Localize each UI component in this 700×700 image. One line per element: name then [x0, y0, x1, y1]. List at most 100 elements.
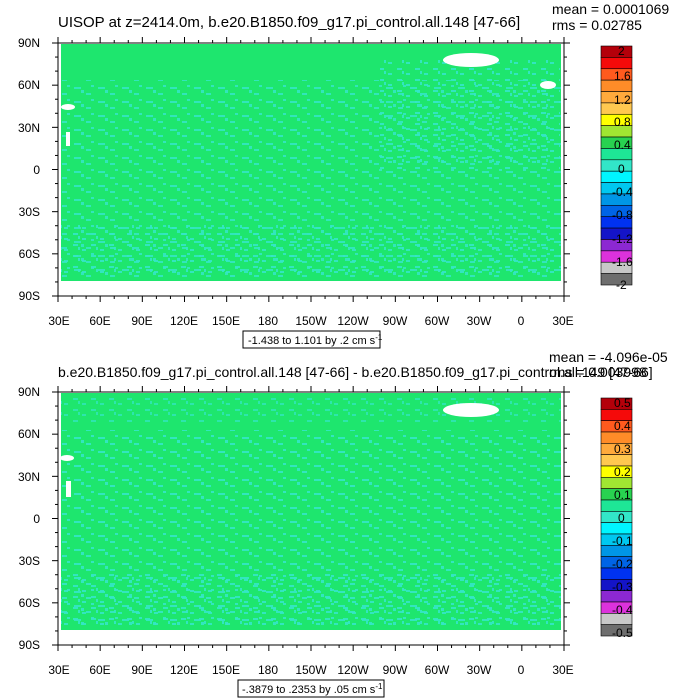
x-tick-label: 0 — [518, 314, 525, 328]
panel-2-title: b.e20.B1850.f09_g17.pi_control.all.148 [… — [58, 364, 653, 380]
panel-1-mean: mean = 0.0001069 — [552, 1, 669, 17]
x-tick-label: 120W — [337, 663, 369, 677]
colorbar-swatch — [600, 477, 633, 489]
x-tick-label: 150W — [295, 314, 327, 328]
x-tick-label: 30W — [467, 314, 492, 328]
panel-1-nodata-arctic — [443, 53, 499, 67]
x-tick-label: 120E — [170, 314, 198, 328]
x-tick-label: 30E — [48, 663, 69, 677]
panel-2-x-tick-marks — [57, 386, 565, 651]
y-tick-label: 90S — [19, 638, 40, 652]
panel-2: mean = -4.096e-05 b.e20.B1850.f09_g17.pi… — [18, 349, 668, 698]
x-tick-label: 180 — [258, 314, 278, 328]
x-tick-label: 150E — [212, 314, 240, 328]
panel-1-map — [52, 37, 570, 302]
y-tick-label: 60N — [18, 427, 40, 441]
colorbar-label: -1.6 — [612, 255, 633, 269]
panel-2-rms: rms = 0.003998 — [549, 364, 647, 380]
panel-1-nodata-south — [59, 281, 563, 295]
colorbar-swatch — [600, 170, 633, 183]
x-tick-label: 180 — [258, 663, 278, 677]
y-tick-label: 30S — [19, 205, 40, 219]
panel-1-speckle-south — [61, 225, 561, 275]
colorbar-label: 0.1 — [614, 488, 631, 502]
x-tick-label: 0 — [518, 663, 525, 677]
y-tick-label: 30N — [18, 470, 40, 484]
colorbar-label: 0.8 — [614, 115, 631, 129]
y-tick-label: 90N — [18, 385, 40, 399]
colorbar-label: 2 — [618, 44, 625, 58]
panel-1-y-tick-marks — [52, 42, 570, 297]
colorbar-label: -0.5 — [612, 626, 633, 640]
panel-2-speckle-south — [61, 570, 561, 625]
panel-1-colorbar-labels: 2 1.6 1.2 0.8 0.4 0 -0.4 -0.8 -1.2 -1.6 … — [612, 44, 633, 292]
x-tick-label: 90E — [131, 663, 152, 677]
y-tick-label: 0 — [33, 512, 40, 526]
colorbar-swatch — [600, 57, 633, 70]
panel-2-map — [52, 386, 570, 651]
x-tick-label: 90E — [131, 314, 152, 328]
colorbar-swatch — [600, 522, 633, 535]
panel-1-nodata-dots — [66, 132, 70, 146]
y-tick-label: 60S — [19, 247, 40, 261]
y-tick-label: 0 — [33, 163, 40, 177]
colorbar-swatch — [600, 273, 633, 286]
panel-1-rms: rms = 0.02785 — [552, 17, 642, 33]
y-tick-label: 60N — [18, 78, 40, 92]
x-tick-label: 60E — [89, 663, 110, 677]
panel-2-nodata-small-west — [60, 455, 74, 461]
panel-2-nodata-dots — [66, 481, 71, 497]
colorbar-label: 0.4 — [614, 138, 631, 152]
panel-1-range-box: -1.438 to 1.101 by .2 cm s-1 — [242, 330, 383, 349]
colorbar-label: -0.4 — [612, 603, 633, 617]
panel-2-nodata-south — [59, 631, 563, 644]
panel-2-y-tick-marks — [52, 391, 570, 646]
x-tick-label: 60W — [425, 314, 450, 328]
y-tick-label: 90S — [19, 289, 40, 303]
colorbar-label: -0.8 — [612, 208, 633, 222]
x-tick-label: 30E — [552, 314, 573, 328]
x-tick-label: 150W — [295, 663, 327, 677]
colorbar-label: -0.3 — [612, 580, 633, 594]
colorbar-label: -0.2 — [612, 557, 633, 571]
panel-2-nodata-arctic — [443, 403, 499, 417]
panel-2-colorbar — [600, 397, 633, 637]
x-tick-label: 90W — [383, 663, 408, 677]
panel-1-x-tick-labels: 30E 60E 90E 120E 150E 180 150W 120W 90W … — [48, 314, 573, 328]
panel-1-colorbar — [600, 45, 633, 286]
y-tick-label: 90N — [18, 36, 40, 50]
x-tick-label: 120E — [170, 663, 198, 677]
x-tick-label: 30W — [467, 663, 492, 677]
panel-1-x-tick-marks — [57, 37, 565, 302]
panel-2-y-tick-labels: 90N 60N 30N 0 30S 60S 90S — [18, 385, 40, 652]
colorbar-label: 0.3 — [614, 442, 631, 456]
colorbar-label: -0.1 — [612, 534, 633, 548]
colorbar-label: 0.4 — [614, 419, 631, 433]
colorbar-label: 0.2 — [614, 465, 631, 479]
x-tick-label: 90W — [383, 314, 408, 328]
colorbar-swatch — [600, 511, 633, 523]
panel-2-x-tick-labels: 30E 60E 90E 120E 150E 180 150W 120W 90W … — [48, 663, 573, 677]
x-tick-label: 60W — [425, 663, 450, 677]
panel-2-mean: mean = -4.096e-05 — [549, 349, 668, 365]
colorbar-swatch — [600, 159, 633, 172]
panel-1-title: UISOP at z=2414.0m, b.e20.B1850.f09_g17.… — [58, 14, 520, 31]
colorbar-label: 1.6 — [614, 69, 631, 83]
colorbar-swatch — [600, 45, 633, 58]
panel-1-range-text: -1.438 to 1.101 by .2 cm s-1 — [248, 333, 383, 347]
colorbar-label: -1.2 — [612, 232, 633, 246]
colorbar-swatch — [600, 624, 633, 637]
panel-2-range-box: -.3879 to .2353 by .05 cm s-1 — [237, 679, 385, 698]
panel-1: UISOP at z=2414.0m, b.e20.B1850.f09_g17.… — [18, 1, 669, 349]
x-tick-label: 150E — [212, 663, 240, 677]
colorbar-label: 0 — [618, 511, 625, 525]
y-tick-label: 30N — [18, 121, 40, 135]
panel-2-colorbar-labels: 0.5 0.4 0.3 0.2 0.1 0 -0.1 -0.2 -0.3 -0.… — [612, 396, 633, 640]
panel-1-speckle-north — [380, 60, 560, 170]
x-tick-label: 30E — [552, 663, 573, 677]
panel-2-range-text: -.3879 to .2353 by .05 cm s-1 — [242, 682, 383, 696]
y-tick-label: 60S — [19, 596, 40, 610]
colorbar-label: 0 — [618, 162, 625, 176]
panel-1-nodata-small-west — [61, 104, 75, 110]
